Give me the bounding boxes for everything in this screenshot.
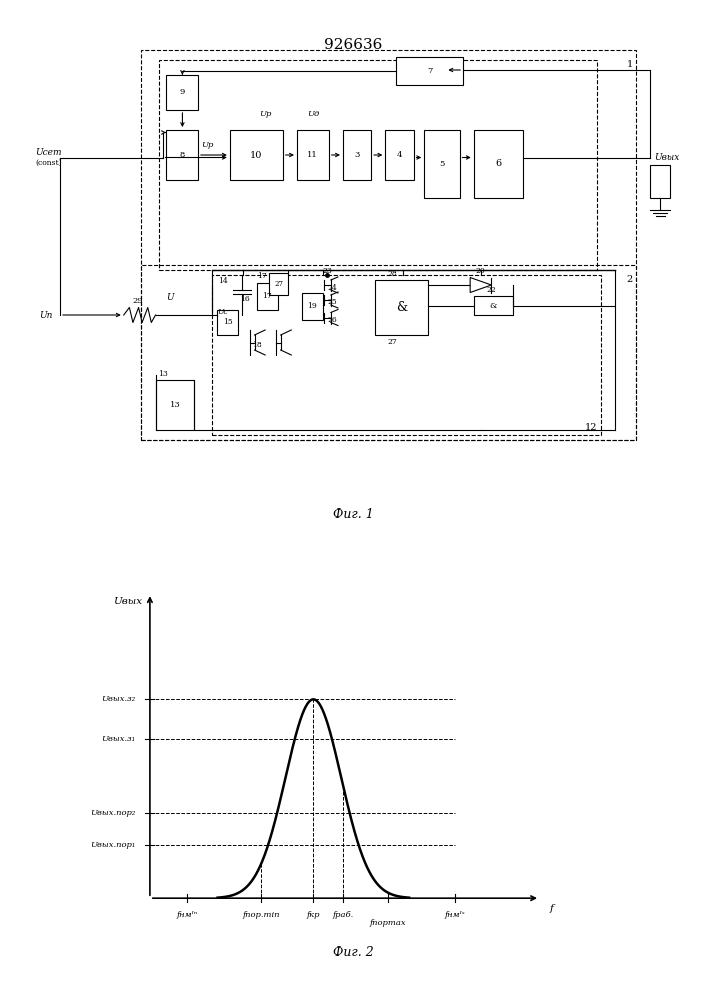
Bar	[217, 310, 238, 335]
Text: 13: 13	[158, 369, 168, 377]
Text: fпор.min: fпор.min	[243, 911, 280, 919]
Bar	[396, 57, 463, 85]
Text: U: U	[166, 293, 173, 302]
Text: 926636: 926636	[325, 38, 382, 52]
Text: 27: 27	[274, 280, 283, 288]
Bar	[159, 60, 597, 270]
Bar	[257, 282, 278, 310]
Text: 16: 16	[240, 295, 250, 303]
Text: 6: 6	[496, 159, 501, 168]
Text: 24: 24	[327, 284, 337, 292]
Text: 22: 22	[486, 286, 496, 294]
Text: &: &	[396, 301, 407, 314]
Polygon shape	[470, 277, 491, 292]
Text: 8: 8	[180, 151, 185, 159]
Text: fкр: fкр	[307, 911, 320, 919]
Bar	[212, 275, 601, 435]
Bar	[141, 265, 636, 440]
Text: 10: 10	[250, 150, 262, 159]
Bar	[297, 130, 329, 180]
Text: 13: 13	[170, 401, 180, 409]
Text: Uсет: Uсет	[35, 148, 62, 157]
Text: 3: 3	[354, 151, 360, 159]
Bar	[424, 130, 460, 198]
Text: 28: 28	[387, 269, 397, 277]
Text: 9: 9	[180, 89, 185, 97]
Bar	[302, 292, 323, 320]
Text: 14: 14	[218, 277, 228, 285]
Text: Uвых: Uвых	[654, 153, 679, 162]
Text: 17: 17	[257, 272, 267, 280]
Text: 12: 12	[585, 424, 597, 432]
Text: 11: 11	[308, 151, 318, 159]
Text: &: &	[489, 302, 497, 310]
Text: f: f	[549, 904, 553, 913]
Bar	[269, 272, 288, 295]
Text: Uвых.з₂: Uвых.з₂	[101, 695, 135, 703]
Bar	[166, 130, 198, 180]
Text: fнмᴵⁿ: fнмᴵⁿ	[177, 911, 198, 919]
Bar	[375, 280, 428, 335]
Text: 20: 20	[476, 267, 486, 275]
Bar	[156, 380, 194, 430]
Text: 25: 25	[327, 298, 337, 306]
Text: fпорmax: fпорmax	[369, 919, 406, 927]
Text: Uвых.з₁: Uвых.з₁	[101, 735, 135, 743]
Text: 23: 23	[322, 267, 332, 275]
Text: Uc: Uc	[217, 308, 228, 316]
Bar	[650, 165, 670, 198]
Bar	[343, 130, 371, 180]
Text: 2: 2	[626, 275, 633, 284]
Text: fраб.: fраб.	[332, 911, 354, 919]
Text: 4: 4	[397, 151, 402, 159]
Text: Uвых.пор₂: Uвых.пор₂	[90, 809, 135, 817]
Bar	[474, 130, 523, 198]
Bar	[166, 75, 198, 110]
Text: fнмᴵˣ: fнмᴵˣ	[444, 911, 465, 919]
Text: (const): (const)	[35, 158, 62, 166]
Text: 29: 29	[132, 297, 144, 305]
Text: Uп: Uп	[39, 310, 52, 320]
Text: 27: 27	[387, 338, 397, 346]
Text: 1: 1	[626, 60, 633, 69]
Bar	[230, 130, 283, 180]
Text: 26: 26	[327, 316, 337, 324]
Text: Фиг. 1: Фиг. 1	[333, 508, 374, 522]
Text: Uвых: Uвых	[113, 597, 142, 606]
Text: Uр: Uр	[259, 109, 271, 117]
Text: Uд: Uд	[307, 109, 320, 117]
Text: 18: 18	[252, 341, 262, 349]
Bar	[474, 296, 513, 315]
Text: Фиг. 2: Фиг. 2	[333, 946, 374, 958]
Text: 7: 7	[427, 67, 432, 75]
Text: 5: 5	[439, 160, 445, 168]
Text: 17: 17	[262, 292, 272, 300]
Text: 19: 19	[308, 302, 317, 310]
Text: Uвых.пор₁: Uвых.пор₁	[90, 841, 135, 849]
Text: 15: 15	[223, 318, 233, 326]
Bar	[141, 50, 636, 440]
Text: Uр: Uр	[201, 141, 214, 149]
Bar	[385, 130, 414, 180]
